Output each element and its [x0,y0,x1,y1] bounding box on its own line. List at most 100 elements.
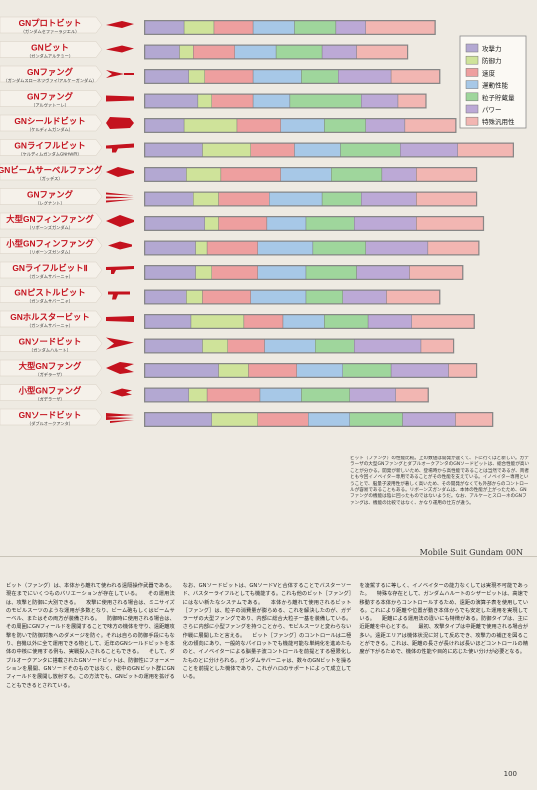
bar-segment-particle [340,143,401,157]
bar-segment-defense [186,290,203,304]
bar-segment-defense [197,94,212,108]
bar-segment-defense [190,314,245,329]
legend-swatch [465,43,479,53]
bar-segment-special [416,216,484,231]
smallfin-icon [108,241,132,250]
bar-segment-attack [144,45,180,59]
divider [0,556,537,557]
label-band [0,41,103,58]
bar-segment-power [361,192,417,206]
bar-segment-special [457,143,514,157]
bar-segment-attack [144,94,199,108]
chart-row: GNビット（ガンダムアルテミー） [0,41,409,60]
legend-label: 運動性能 [482,81,509,90]
body-text: ビット（ファング）は、本体から離れて使われる遠隔操作武器である。現在までにいくつ… [6,582,528,767]
bar-segment-power [354,216,417,231]
bar-segment-defense [211,412,258,427]
bar-segment-special [455,412,493,427]
chart-row: GNファング（アルヴァトーレ） [0,90,427,109]
bar-segment-defense [188,388,208,402]
bar-segment-power [367,314,413,329]
swords-icon [106,413,134,423]
bar-segment-attack [144,314,192,329]
category-label: GNファング [27,67,74,77]
category-sublabel: （ダブルオークアンタ） [27,420,73,427]
bar-segment-mobility [308,412,350,427]
dagger-icon [106,45,134,53]
bar-segment-particle [305,216,355,231]
bar-segment-defense [193,192,219,206]
bar-segment-attack [144,363,219,378]
bar-segment-speed [204,69,254,84]
bar-segment-special [448,363,477,378]
bar-segment-defense [202,143,251,157]
bar-segment-power [349,388,396,402]
label-band [0,65,103,83]
category-sublabel: （ガンダムサバーニャ） [27,322,73,329]
label-band [0,408,103,426]
bar-segment-power [321,45,357,59]
bar-segment-mobility [264,339,316,353]
category-label: GNライフルビットⅡ [12,263,87,273]
bar-segment-special [397,94,426,108]
bar-segment-speed [213,20,254,35]
bar-segment-particle [321,192,362,206]
legend-swatch [465,80,479,89]
bar-segment-attack [144,265,196,280]
bar-segment-mobility [257,265,307,280]
bar-segment-special [356,45,408,59]
bar-segment-power [400,143,458,157]
bar-segment-mobility [252,20,295,35]
legend-label: 防御力 [482,56,502,65]
chart-row: GNプロトビット（ガンダムセファーラジエル） [0,16,436,35]
bar-segment-special [411,314,475,329]
category-sublabel: （ガンダムサバーニャ） [27,273,73,280]
category-sublabel: （リボーンズガンダム） [27,249,73,256]
chart-row: GNホルスタービット（ガンダムサバーニャ） [0,310,475,329]
legend-label: 特殊汎用性 [482,117,515,126]
bar-segment-particle [301,69,339,84]
bar-segment-mobility [294,143,341,157]
label-band [0,90,103,107]
bar-segment-mobility [280,118,325,133]
bar-segment-power [390,363,449,378]
category-label: GNファング [27,92,74,102]
category-sublabel: （ガンダムサバーニャ） [27,298,73,305]
arrow-icon [106,70,134,78]
bar-segment-special [395,388,429,402]
bar-segment-speed [193,45,235,59]
rifle-icon [106,143,134,153]
bigfang-icon [106,362,134,374]
chart-row: 小型GNフィンファング（リボーンズガンダム） [0,237,480,256]
category-sublabel: （ガッデス） [37,175,62,182]
chart-row: 大型GNファング（ガデラーザ） [0,359,478,378]
label-band [0,286,103,303]
bar-segment-speed [257,412,309,427]
bar-segment-special [386,290,440,304]
category-sublabel: （ケルディムガンダム） [27,126,73,133]
legend-label: 粒子貯蔵量 [482,93,515,102]
legend-swatch [465,116,479,126]
bar-segment-particle [289,94,362,108]
category-sublabel: （アルヴァトーレ） [31,102,69,109]
chart-row: 大型GNフィンファング（リボーンズガンダム） [0,212,485,231]
chart-row: GNソードビット（ダブルオークアンタ） [0,408,494,427]
category-sublabel: （ケルディムガンダムGNHW/R） [18,151,81,158]
category-label: GNビームサーベルファング [0,165,103,175]
bar-segment-mobility [259,388,302,402]
bar-segment-mobility [296,363,343,378]
bar-segment-defense [188,69,205,84]
book-title: Mobile Suit Gundam 00N [419,548,523,557]
bar-segment-special [416,192,477,206]
bar-segment-mobility [269,192,323,206]
category-label: GNビット [31,43,69,53]
category-sublabel: （ガデラーザ） [35,396,64,403]
fin-icon [106,215,134,227]
bar-segment-speed [236,118,281,133]
bar-segment-power [342,290,387,304]
category-label: GNファング [27,190,74,200]
bar-segment-mobility [280,167,332,182]
bar-segment-attack [144,20,185,35]
bar-segment-mobility [257,241,314,255]
